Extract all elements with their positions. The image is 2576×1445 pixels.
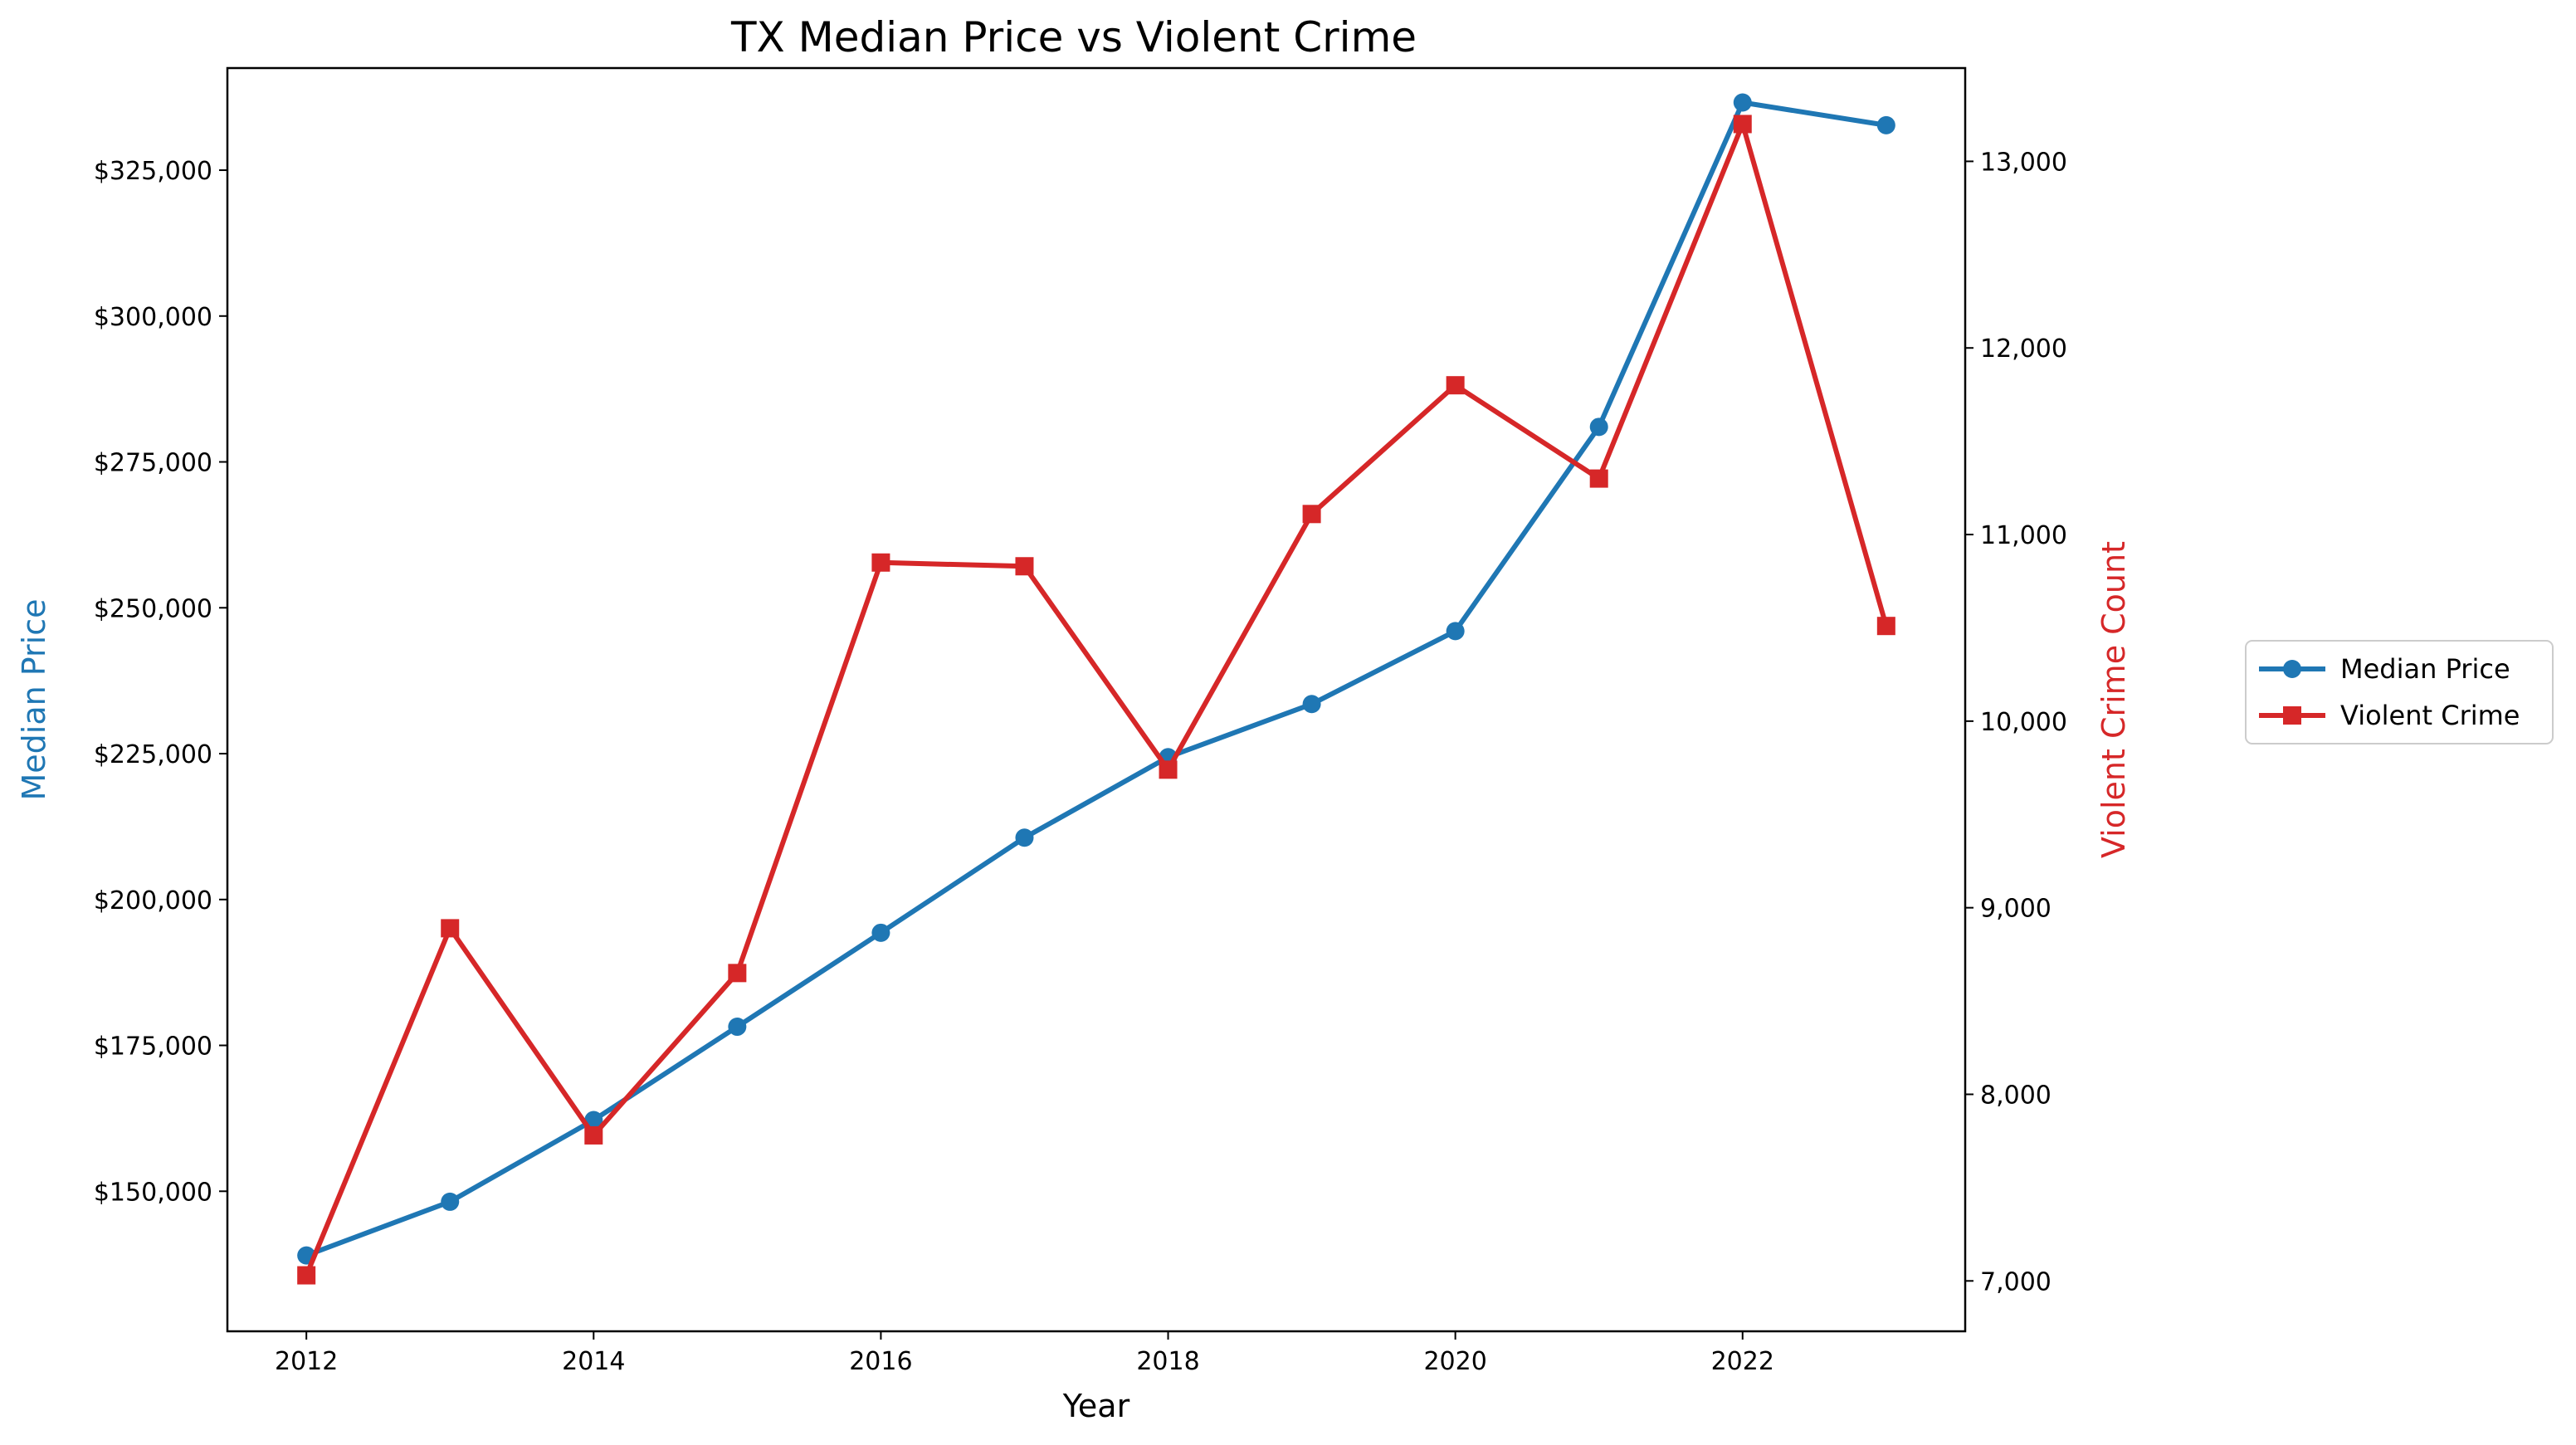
left-y-axis: $150,000 $175,000 $200,000 $225,000 $250,000… [94,157,227,1207]
x-tick-label: 2018 [1136,1347,1199,1376]
data-point-median-price [1015,828,1034,847]
left-y-tick-label: $325,000 [94,157,212,186]
data-point-violent-crime [1733,115,1752,134]
data-point-violent-crime [1159,760,1178,779]
right-y-tick-label: 7,000 [1980,1267,2052,1296]
data-point-violent-crime [1446,376,1465,395]
data-point-violent-crime [1015,557,1034,576]
legend: Median Price Violent Crime [2245,640,2554,744]
data-point-median-price [1733,93,1752,112]
data-point-median-price [1589,417,1608,437]
left-y-tick-label: $175,000 [94,1032,212,1062]
right-y-axis-title: Violent Crime Count [2095,541,2132,858]
data-point-violent-crime [297,1266,316,1285]
x-tick-label: 2016 [849,1347,912,1376]
x-tick-label: 2022 [1711,1347,1774,1376]
right-y-tick-label: 10,000 [1980,708,2067,737]
data-point-violent-crime [1589,469,1608,488]
data-point-violent-crime [441,919,460,938]
series-line-median-price [304,100,1889,1258]
series-line-violent-crime [304,121,1889,1278]
x-tick-label: 2012 [275,1347,338,1376]
right-y-tick-label: 13,000 [1980,148,2067,177]
left-y-tick-label: $200,000 [94,886,212,915]
data-point-median-price [441,1192,460,1211]
data-point-violent-crime [1302,505,1321,524]
data-point-median-price [1302,695,1321,714]
x-tick-label: 2014 [562,1347,625,1376]
data-point-median-price [871,923,890,942]
left-y-tick-label: $225,000 [94,740,212,769]
left-y-axis-title: Median Price [16,599,52,801]
right-y-tick-label: 8,000 [1980,1081,2052,1110]
x-tick-label: 2020 [1423,1347,1486,1376]
right-y-tick-label: 9,000 [1980,895,2052,924]
x-axis-title: Year [1062,1388,1130,1424]
left-y-tick-label: $300,000 [94,303,212,332]
left-y-tick-label: $250,000 [94,594,212,623]
data-point-violent-crime [871,553,890,572]
data-point-violent-crime [728,964,747,983]
legend-label-violent-crime: Violent Crime [2340,700,2520,731]
data-point-median-price [1876,115,1895,134]
legend-marker-violent-crime [2283,706,2301,725]
data-point-median-price [1446,622,1465,641]
legend-marker-median-price [2283,660,2301,678]
plot-area-frame [226,66,1967,1333]
left-y-tick-label: $150,000 [94,1178,212,1207]
legend-label-median-price: Median Price [2340,653,2510,685]
left-y-tick-label: $275,000 [94,449,212,478]
data-point-violent-crime [1876,617,1895,636]
right-y-tick-label: 11,000 [1980,521,2067,550]
x-axis: 2012 2014 2016 2018 2020 2022 [275,1331,1774,1376]
data-point-violent-crime [584,1125,603,1145]
series-layer [297,93,1895,1285]
data-point-median-price [728,1018,747,1037]
right-y-tick-label: 12,000 [1980,334,2067,364]
right-y-axis: 7,000 8,000 9,000 10,000 11,000 12,000 13,000 [1965,148,2067,1296]
chart-title: TX Median Price vs Violent Crime [730,13,1417,61]
